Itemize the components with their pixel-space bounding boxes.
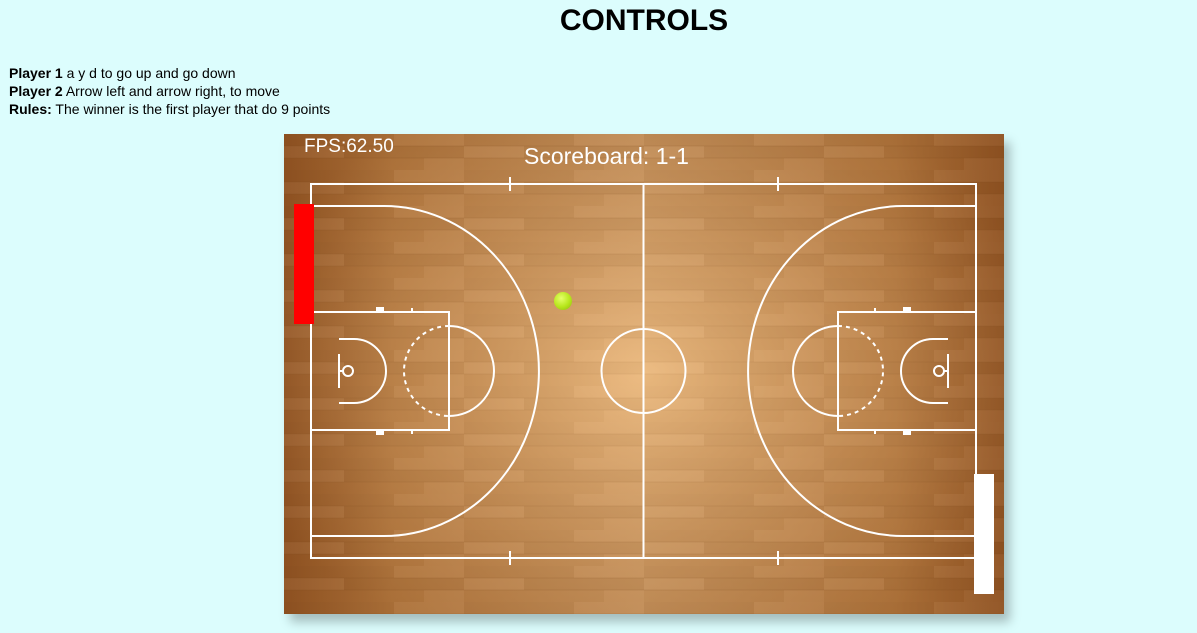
tennis-ball <box>554 292 572 310</box>
scoreboard: Scoreboard: 1-1 <box>524 143 689 169</box>
instruction-text: a y d to go up and go down <box>62 65 236 81</box>
court-lines <box>310 177 977 565</box>
basketball-court <box>284 134 1004 614</box>
fps-counter: FPS:62.50 <box>304 136 394 157</box>
game-canvas[interactable]: FPS:62.50 Scoreboard: 1-1 <box>284 134 1004 614</box>
player-1-paddle <box>294 204 314 324</box>
instruction-label: Player 1 <box>9 65 63 81</box>
instruction-player-1: Player 1 a y d to go up and go down <box>9 64 330 82</box>
player-2-paddle <box>974 474 994 594</box>
instruction-label: Player 2 <box>9 83 63 99</box>
page-title: CONTROLS <box>559 4 729 37</box>
instruction-text: Arrow left and arrow right, to move <box>62 83 280 99</box>
instruction-player-2: Player 2 Arrow left and arrow right, to … <box>9 82 330 100</box>
instruction-label: Rules: <box>9 101 52 117</box>
instruction-rules: Rules: The winner is the first player th… <box>9 100 330 118</box>
instruction-text: The winner is the first player that do 9… <box>51 101 331 117</box>
controls-instructions: Player 1 a y d to go up and go down Play… <box>9 64 330 118</box>
